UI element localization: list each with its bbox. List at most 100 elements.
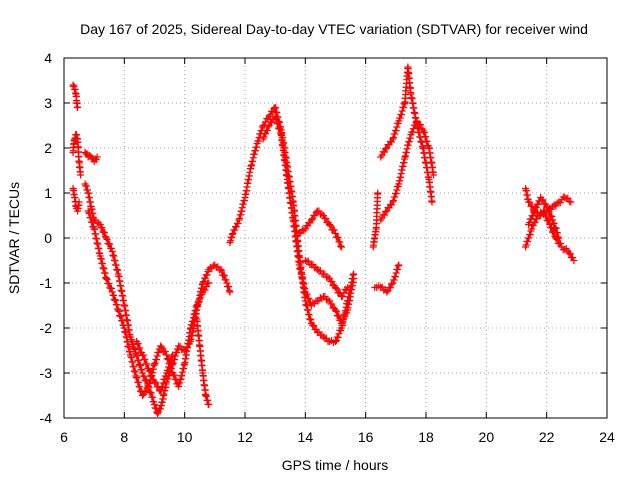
data-point <box>319 333 327 341</box>
data-point <box>138 369 146 377</box>
data-point <box>332 338 339 345</box>
data-point <box>227 237 235 245</box>
data-point <box>295 230 303 237</box>
data-point <box>382 208 390 216</box>
x-tick-label: 18 <box>418 429 434 445</box>
data-point <box>148 393 156 401</box>
data-point <box>332 306 339 314</box>
data-point <box>260 133 268 141</box>
data-point <box>133 374 141 382</box>
data-point <box>307 216 315 224</box>
data-point <box>169 351 177 359</box>
data-point <box>546 221 554 228</box>
data-point <box>273 115 281 123</box>
data-point <box>531 207 539 215</box>
data-point <box>232 223 240 231</box>
x-tick-labels: 6 8 10 12 14 16 18 20 22 24 <box>60 429 615 445</box>
data-point <box>305 295 313 303</box>
data-point <box>389 135 397 143</box>
data-point <box>332 307 340 315</box>
data-point <box>118 317 126 325</box>
data-point <box>217 266 225 273</box>
data-point <box>324 273 332 281</box>
data-point <box>138 366 146 374</box>
series-arc-11 <box>295 207 346 251</box>
data-point <box>229 230 237 237</box>
data-point <box>396 114 404 122</box>
data-point <box>143 360 151 368</box>
data-point <box>170 371 178 379</box>
data-point <box>524 238 532 246</box>
data-point <box>102 275 110 282</box>
data-point <box>394 262 402 270</box>
series-arc-12 <box>301 257 352 300</box>
data-point <box>386 284 394 292</box>
data-point <box>549 203 557 210</box>
data-point <box>339 292 347 300</box>
x-tick-label: 20 <box>479 429 495 445</box>
data-point <box>108 288 116 296</box>
data-point <box>330 226 338 234</box>
data-point <box>328 300 336 308</box>
data-point <box>141 356 149 364</box>
data-point <box>344 284 352 291</box>
y-tick-label: -1 <box>40 275 53 291</box>
data-point <box>134 378 142 386</box>
data-point <box>193 302 201 309</box>
data-point <box>393 186 401 194</box>
data-point <box>82 182 90 190</box>
data-point <box>374 189 382 197</box>
data-point <box>566 249 574 257</box>
data-point <box>298 226 306 234</box>
data-point <box>114 306 122 314</box>
data-point <box>98 224 106 232</box>
data-point <box>168 352 176 360</box>
data-point <box>335 330 343 338</box>
data-point <box>153 356 161 364</box>
y-tick-labels: -4 -3 -2 -1 0 1 2 3 4 <box>40 50 53 426</box>
data-point <box>155 349 163 357</box>
data-point <box>430 171 438 179</box>
data-point <box>350 275 358 282</box>
data-point <box>148 372 156 380</box>
data-point <box>410 125 418 133</box>
data-point <box>328 278 336 286</box>
series-arc-13 <box>369 189 382 251</box>
data-point <box>420 128 428 136</box>
data-point <box>85 209 93 217</box>
data-point <box>128 336 136 344</box>
x-tick-label: 12 <box>237 429 253 445</box>
data-point <box>530 208 538 216</box>
data-point <box>107 244 115 252</box>
data-point <box>151 360 158 368</box>
data-point <box>87 214 95 222</box>
data-point <box>552 224 560 232</box>
data-point <box>173 349 181 357</box>
data-point <box>327 222 335 230</box>
data-point <box>532 204 540 212</box>
data-point <box>388 280 396 288</box>
x-tick-label: 14 <box>298 429 314 445</box>
data-point <box>151 401 158 408</box>
data-point <box>428 198 436 206</box>
data-point <box>526 231 534 239</box>
data-point <box>394 266 402 274</box>
data-point <box>528 202 536 210</box>
data-point <box>205 401 213 408</box>
data-point <box>389 134 397 142</box>
data-point <box>195 297 203 305</box>
data-point <box>570 257 578 264</box>
data-point <box>201 286 209 294</box>
data-point <box>136 361 144 369</box>
data-point <box>338 243 346 251</box>
data-point <box>322 334 330 342</box>
data-point <box>163 351 171 359</box>
series-arc-4 <box>81 149 101 165</box>
data-point <box>167 356 175 364</box>
data-point <box>393 123 401 131</box>
data-point <box>159 379 167 387</box>
data-point <box>334 234 342 242</box>
series-arc-10 <box>259 113 358 327</box>
data-point <box>202 392 210 400</box>
data-point <box>165 363 173 371</box>
